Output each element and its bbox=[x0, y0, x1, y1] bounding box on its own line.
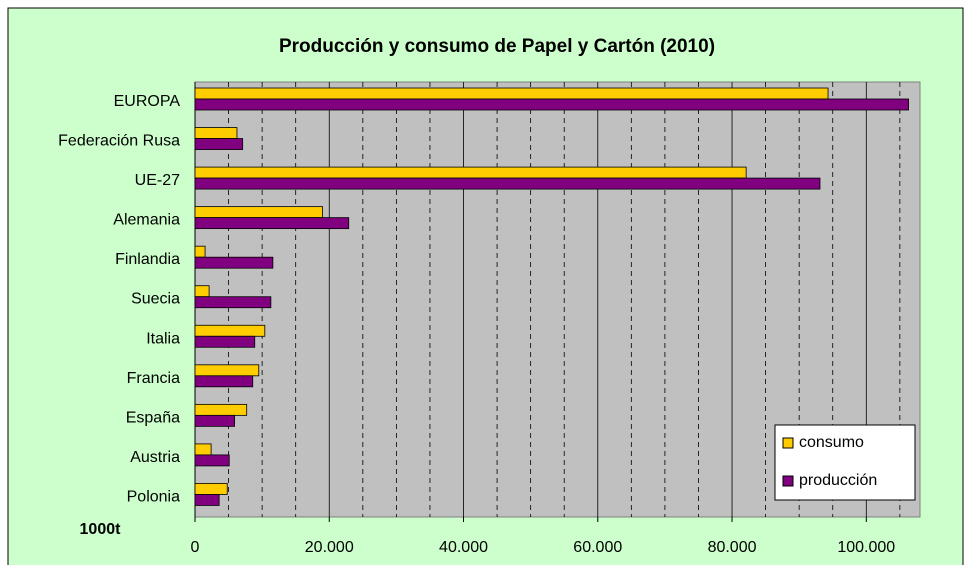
y-tick-label: Austria bbox=[130, 449, 180, 466]
bar bbox=[194, 375, 254, 388]
bar bbox=[194, 454, 230, 467]
chart-title: Producción y consumo de Papel y Cartón (… bbox=[279, 36, 715, 57]
bar bbox=[194, 87, 829, 100]
legend-swatch bbox=[782, 437, 794, 449]
y-tick-label: EUROPA bbox=[114, 93, 181, 110]
bar bbox=[194, 98, 909, 111]
y-tick-label: UE-27 bbox=[135, 172, 180, 189]
bar bbox=[194, 217, 350, 230]
bar bbox=[194, 245, 206, 258]
bar bbox=[194, 324, 266, 337]
bar bbox=[194, 335, 256, 348]
x-tick-label: 0 bbox=[191, 539, 200, 556]
y-tick-label: Federación Rusa bbox=[58, 133, 180, 150]
x-tick-label: 40.000 bbox=[439, 539, 488, 556]
bar bbox=[194, 206, 323, 219]
bar bbox=[194, 166, 747, 179]
bar bbox=[194, 403, 248, 416]
bar bbox=[194, 127, 238, 139]
legend-swatch bbox=[782, 475, 794, 487]
y-tick-label: España bbox=[126, 409, 180, 426]
y-tick-label: Polonia bbox=[127, 488, 180, 505]
y-tick-label: Finlandia bbox=[115, 251, 180, 268]
bar bbox=[194, 256, 274, 269]
x-tick-label: 20.000 bbox=[305, 539, 354, 556]
x-tick-label: 100.000 bbox=[837, 539, 895, 556]
legend-label: consumo bbox=[799, 434, 864, 451]
bar bbox=[194, 177, 821, 190]
bar bbox=[194, 138, 244, 150]
bar bbox=[194, 296, 272, 309]
y-tick-label: Suecia bbox=[131, 291, 180, 308]
legend-label: producción bbox=[799, 472, 877, 489]
y-tick-label: Alemania bbox=[113, 212, 180, 229]
bar bbox=[194, 443, 212, 456]
axis-label: 1000t bbox=[80, 521, 122, 538]
y-tick-label: Francia bbox=[127, 370, 180, 387]
bar bbox=[194, 285, 210, 298]
bar bbox=[194, 414, 236, 427]
bar bbox=[194, 483, 228, 495]
bar bbox=[194, 494, 220, 506]
x-tick-label: 80.000 bbox=[708, 539, 757, 556]
x-tick-label: 60.000 bbox=[573, 539, 622, 556]
y-tick-label: Italia bbox=[146, 330, 180, 347]
bar bbox=[194, 364, 260, 377]
legend-box bbox=[774, 424, 916, 501]
